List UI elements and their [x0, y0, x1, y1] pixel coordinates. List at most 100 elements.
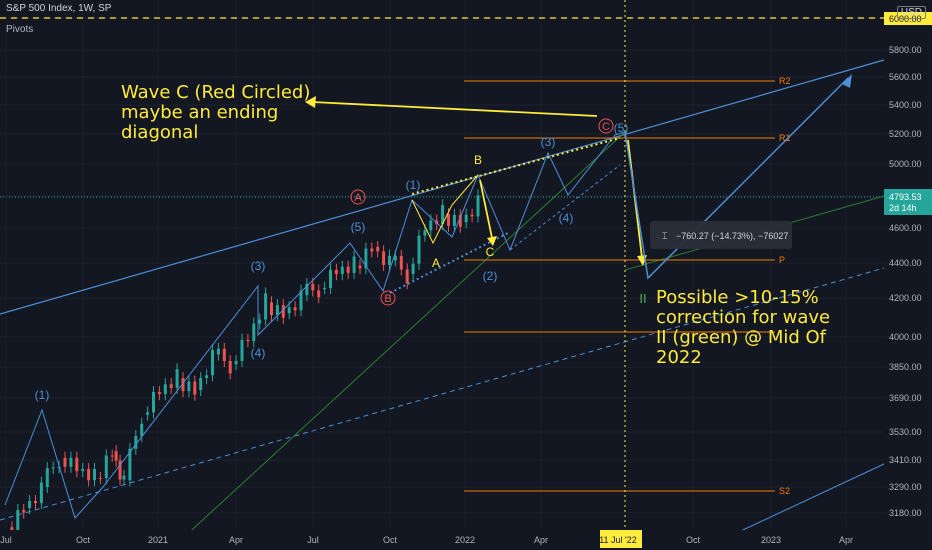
candle-body [293, 307, 297, 311]
candle-body [476, 195, 480, 217]
candle-body [411, 263, 415, 275]
candle-body [199, 378, 203, 391]
wave-c-annotation[interactable]: Wave C (Red Circled) maybe an ending dia… [121, 82, 311, 143]
candle-body [376, 246, 380, 252]
candle-body [157, 391, 161, 395]
arrow-to-note [311, 101, 598, 117]
price-tick-label: 4200.00 [889, 293, 922, 303]
wave-label-5b: (5) [614, 121, 629, 135]
candle-body [452, 215, 456, 226]
candle-body [228, 360, 232, 374]
candle-body [346, 266, 350, 273]
wave-label-circ-c: C [602, 121, 610, 133]
price-tick-label: 3850.00 [889, 362, 922, 372]
candle-body [246, 339, 250, 342]
correction-annotation[interactable]: Possible >10-15% correction for wave II … [656, 287, 831, 368]
candle-body [405, 269, 409, 284]
drawings [0, 0, 885, 550]
candle-body [87, 468, 91, 481]
candle-body [51, 467, 55, 469]
candle-body [39, 482, 43, 504]
price-tick-label: 4000.00 [889, 332, 922, 342]
wave-label-ii: II [639, 291, 646, 306]
time-tick-label: 2023 [761, 535, 781, 545]
candle-body [417, 235, 421, 264]
price-tick-label: 4600.00 [889, 223, 922, 233]
elliott-wave-path[interactable] [4, 131, 626, 519]
candle-body [287, 307, 291, 314]
time-tick-label: 11 Jul '22 [599, 535, 637, 545]
green-trendline[interactable] [169, 131, 626, 550]
candle-body [441, 205, 445, 225]
candle-body [10, 527, 14, 530]
price-tick-label: 3290.00 [889, 482, 922, 492]
price-tick-label: 5400.00 [889, 100, 922, 110]
candle-body [93, 468, 96, 481]
candle-body [22, 509, 26, 513]
price-tick-label: 3530.00 [889, 427, 922, 437]
time-tick-label: Oct [686, 535, 701, 545]
price-axis[interactable]: 6000.00 5800.00 5600.00 5400.00 5200.00 5000.… [884, 0, 932, 530]
price-tick-label: 5800.00 [889, 45, 922, 55]
candle-body [140, 423, 144, 436]
last-price-badge: 4793.53 [889, 192, 922, 202]
candle-body [352, 256, 356, 273]
time-tick-label: Jul [0, 535, 12, 545]
upper-channel-line[interactable] [0, 59, 885, 315]
candle-body [118, 460, 122, 480]
measure-text: −760.27 (−14.73%), −76027 [676, 231, 788, 241]
candle-body [98, 477, 102, 479]
wave-label-2b: (2) [483, 269, 498, 283]
arrow-b-to-c [479, 179, 493, 239]
circle-c-marker [598, 118, 614, 134]
time-tick-label: Oct [383, 535, 398, 545]
candle-body [311, 283, 315, 291]
symbol-title[interactable]: S&P 500 Index, 1W, SP [6, 3, 112, 14]
candle-body [334, 269, 338, 275]
wave-label-circ-a: A [354, 192, 362, 204]
indicator-label[interactable]: Pivots [6, 24, 34, 35]
wave-label-circ-b: B [384, 293, 391, 305]
candle-body [340, 266, 344, 275]
candle-body [281, 305, 285, 318]
abc-yellow-path [411, 174, 479, 245]
candle-body [305, 283, 309, 296]
target-price-badge: 6000.00 [889, 14, 922, 24]
arrow-to-note-head [305, 96, 316, 108]
candle-body [63, 457, 67, 467]
wave-labels: (1) (2) (3) (4) (5) (1) (2) (3) (4) (5) … [35, 76, 791, 496]
price-tick-label: 3180.00 [889, 508, 922, 518]
candle-body [299, 290, 303, 311]
candle-body [358, 265, 362, 269]
candle-body [370, 248, 374, 252]
candle-body [114, 451, 118, 461]
candle-body [393, 255, 397, 261]
circle-b-marker [380, 290, 396, 306]
candle-body [187, 381, 191, 392]
candle-body [146, 412, 150, 415]
candle-body [399, 255, 403, 270]
currency-badge[interactable]: USD [896, 6, 926, 19]
candle-body [211, 350, 214, 376]
candle-body [128, 448, 132, 481]
candle-body [163, 384, 167, 395]
grid [0, 17, 884, 514]
candle-body [16, 509, 20, 530]
candle-body [75, 457, 79, 472]
pivot-label-p: P [779, 255, 785, 265]
pivot-label-r2: R2 [779, 76, 791, 86]
candle-body [323, 287, 327, 289]
candle-body [252, 323, 256, 342]
wave-label-3b: (3) [541, 135, 556, 149]
candle-body [216, 348, 220, 355]
candle-body [382, 251, 386, 265]
time-axis[interactable]: Jul Oct 2021 Apr Jul Oct 2022 Apr 11 Jul '22 Oct 2… [0, 530, 932, 550]
wave-dotted-projection [509, 164, 621, 251]
projection-path[interactable] [624, 77, 849, 280]
candle-body [193, 381, 197, 395]
candle-body [264, 293, 268, 320]
candle-body [464, 214, 468, 223]
lower-channel-dashed[interactable] [0, 267, 885, 521]
